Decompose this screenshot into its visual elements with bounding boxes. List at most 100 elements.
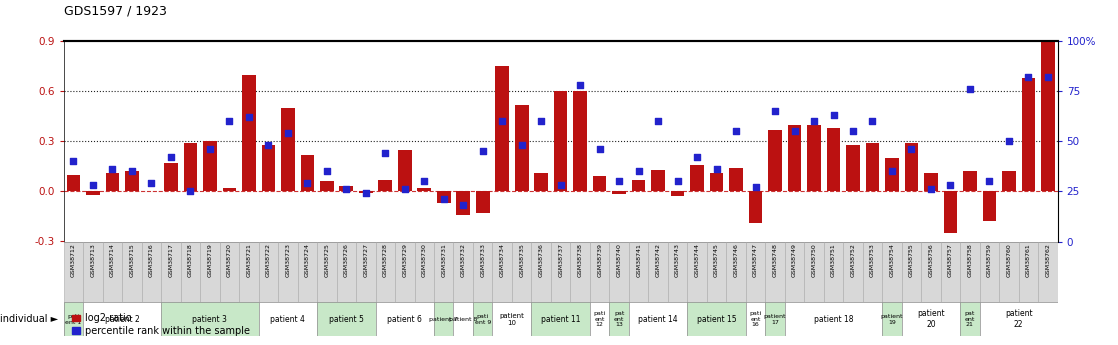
Bar <box>553 91 568 191</box>
Bar <box>885 158 899 191</box>
Bar <box>142 241 161 302</box>
Point <box>610 179 628 184</box>
Point <box>708 167 726 172</box>
Point <box>240 115 258 120</box>
Bar <box>64 241 83 302</box>
Point <box>532 119 550 124</box>
Point <box>786 129 804 134</box>
Bar <box>183 143 197 191</box>
Bar <box>688 241 707 302</box>
Bar <box>746 302 766 336</box>
Text: patient
19: patient 19 <box>881 314 903 325</box>
Text: pat
ent
13: pat ent 13 <box>614 311 624 327</box>
Point <box>844 129 862 134</box>
Text: patient
17: patient 17 <box>764 314 786 325</box>
Point <box>1020 75 1038 80</box>
Bar <box>534 173 548 191</box>
Text: patient
10: patient 10 <box>500 313 524 326</box>
Text: GSM38750: GSM38750 <box>812 243 816 277</box>
Bar <box>531 241 551 302</box>
Point <box>825 113 843 118</box>
Bar <box>301 155 314 191</box>
Bar <box>83 302 161 336</box>
Text: GSM38738: GSM38738 <box>578 243 582 277</box>
Bar <box>473 302 492 336</box>
Text: patient
20: patient 20 <box>917 309 945 329</box>
Bar <box>281 108 295 191</box>
Bar <box>902 302 960 336</box>
Point <box>474 149 492 154</box>
Text: pat
ent
21: pat ent 21 <box>965 311 975 327</box>
Bar <box>609 302 629 336</box>
Bar <box>125 171 139 191</box>
Bar <box>161 241 181 302</box>
Point <box>590 147 608 152</box>
Text: GSM38715: GSM38715 <box>130 243 134 277</box>
Bar <box>86 191 100 195</box>
Bar <box>613 191 626 194</box>
Point <box>278 131 296 136</box>
Point <box>318 169 335 174</box>
Bar <box>258 302 318 336</box>
Point <box>454 203 472 208</box>
Text: patient 3: patient 3 <box>192 315 227 324</box>
Bar <box>768 130 781 191</box>
Point <box>980 179 998 184</box>
Bar <box>454 302 473 336</box>
Text: GSM38722: GSM38722 <box>266 243 271 277</box>
Bar <box>1041 33 1054 191</box>
Point <box>357 191 375 196</box>
Text: pati
ent 1: pati ent 1 <box>65 314 82 325</box>
Bar <box>843 241 863 302</box>
Text: GSM38713: GSM38713 <box>91 243 95 277</box>
Bar <box>495 66 509 191</box>
Text: GSM38740: GSM38740 <box>617 243 622 277</box>
Bar <box>1018 241 1039 302</box>
Bar <box>437 191 451 203</box>
Text: GSM38751: GSM38751 <box>831 243 836 277</box>
Text: patient 5: patient 5 <box>329 315 363 324</box>
Bar <box>963 171 977 191</box>
Bar <box>203 141 217 191</box>
Point <box>689 155 707 160</box>
Bar <box>434 302 454 336</box>
Bar <box>417 188 432 191</box>
Bar <box>337 241 356 302</box>
Bar <box>492 241 512 302</box>
Bar <box>379 180 392 191</box>
Point <box>396 187 414 192</box>
Bar <box>629 241 648 302</box>
Bar <box>570 241 590 302</box>
Text: pati
ent
16: pati ent 16 <box>749 311 761 327</box>
Bar <box>512 241 531 302</box>
Bar <box>456 191 470 215</box>
Bar <box>979 241 999 302</box>
Point <box>181 189 199 194</box>
Text: GSM38735: GSM38735 <box>519 243 524 277</box>
Point <box>435 197 453 202</box>
Bar <box>826 128 841 191</box>
Bar <box>473 241 492 302</box>
Bar <box>999 241 1018 302</box>
Point <box>1039 75 1057 80</box>
Text: individual ►: individual ► <box>0 314 58 324</box>
Text: patient 14: patient 14 <box>638 315 678 324</box>
Text: GSM38756: GSM38756 <box>928 243 934 277</box>
Point <box>650 119 667 124</box>
Bar <box>766 241 785 302</box>
Bar <box>181 241 200 302</box>
Bar <box>415 241 434 302</box>
Point <box>513 143 531 148</box>
Point <box>299 181 316 186</box>
Point <box>142 181 160 186</box>
Point <box>902 147 920 152</box>
Text: GSM38745: GSM38745 <box>714 243 719 277</box>
Bar <box>1002 171 1016 191</box>
Text: GSM38759: GSM38759 <box>987 243 992 277</box>
Bar <box>200 241 219 302</box>
Bar <box>318 241 337 302</box>
Text: GSM38762: GSM38762 <box>1045 243 1051 277</box>
Bar <box>904 143 918 191</box>
Text: GSM38753: GSM38753 <box>870 243 875 277</box>
Text: patient
22: patient 22 <box>1005 309 1032 329</box>
